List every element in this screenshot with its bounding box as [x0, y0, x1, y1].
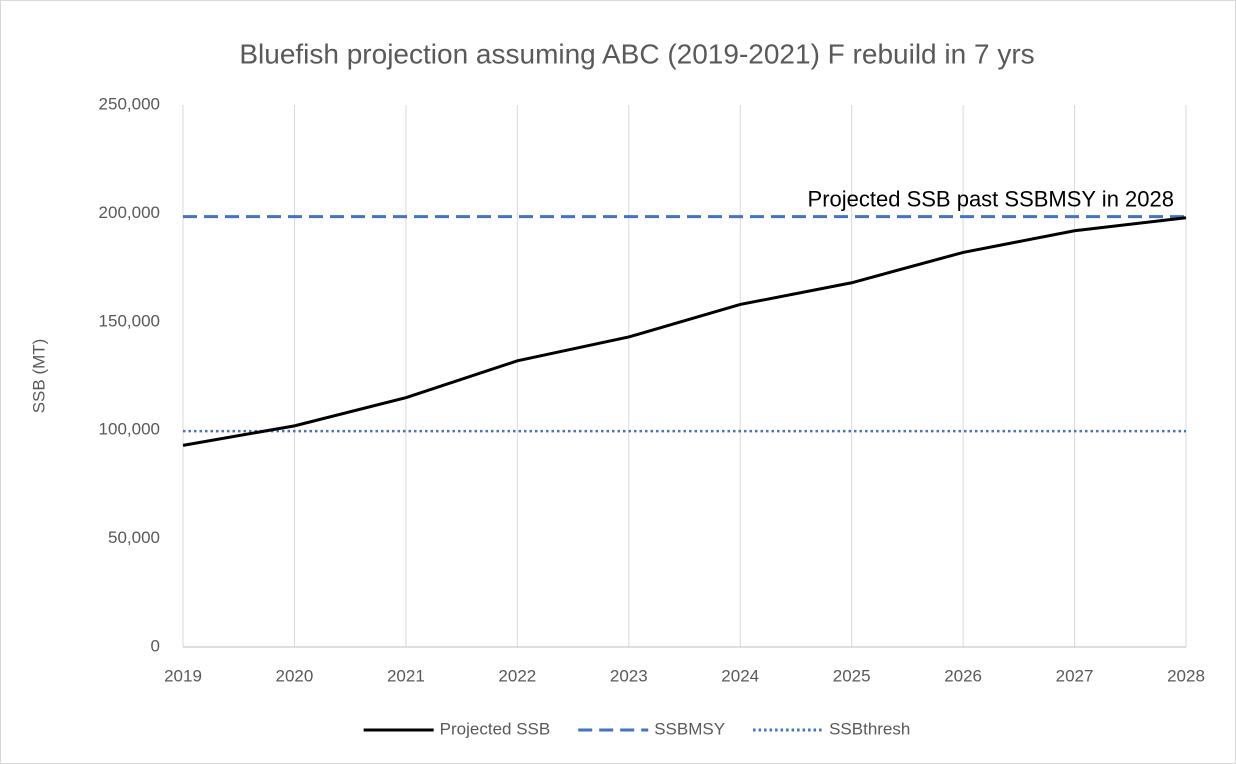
x-tick-label: 2028	[1167, 666, 1205, 685]
x-tick-label: 2024	[721, 666, 759, 685]
series-line	[182, 216, 1187, 447]
y-tick-label: 100,000	[99, 420, 160, 439]
x-tick-label: 2025	[833, 666, 871, 685]
y-tick-label: 250,000	[99, 94, 160, 113]
x-tick-label: 2022	[498, 666, 536, 685]
legend-label: Projected SSB	[440, 719, 551, 738]
legend-label: SSBMSY	[654, 719, 725, 738]
y-tick-label: 50,000	[108, 528, 160, 547]
y-tick-label: 0	[151, 636, 160, 655]
y-tick-label: 200,000	[99, 203, 160, 222]
chart-title: Bluefish projection assuming ABC (2019-2…	[239, 38, 1034, 69]
annotation: Projected SSB past SSBMSY in 2028	[808, 186, 1174, 211]
x-tick-label: 2021	[387, 666, 425, 685]
legend-label: SSBthresh	[829, 719, 910, 738]
x-tick-label: 2020	[276, 666, 314, 685]
x-tick-label: 2027	[1056, 666, 1094, 685]
x-tick-label: 2023	[610, 666, 648, 685]
x-tick-label: 2019	[164, 666, 202, 685]
y-tick-label: 150,000	[99, 311, 160, 330]
y-axis-label: SSB (MT)	[29, 339, 48, 414]
x-tick-label: 2026	[944, 666, 982, 685]
